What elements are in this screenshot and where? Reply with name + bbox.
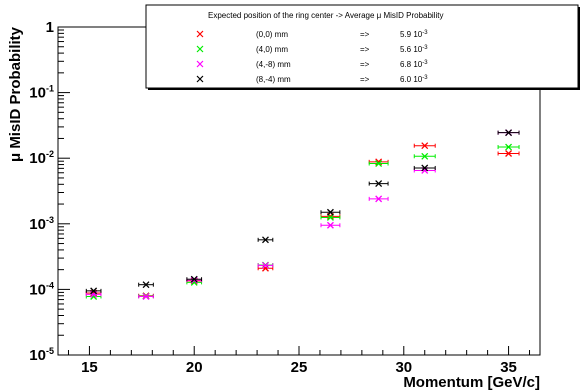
data-point-marker [421, 164, 429, 172]
data-point-marker [262, 236, 269, 244]
data-point-marker [326, 221, 334, 229]
legend-arrow: => [360, 45, 370, 54]
data-point-marker [421, 142, 429, 150]
legend-series-name: (0,0) mm [256, 30, 288, 39]
y-tick-label: 10-4 [29, 280, 54, 298]
x-tick-label: 35 [500, 359, 517, 376]
data-point-marker [505, 129, 513, 137]
series-1 [85, 142, 520, 300]
legend-marker [196, 75, 204, 83]
legend-arrow: => [360, 60, 370, 69]
series-2 [85, 143, 520, 300]
data-point-marker [142, 293, 150, 300]
y-tick-label: 10-3 [29, 215, 54, 233]
data-point-marker [326, 208, 334, 216]
legend-marker [196, 45, 204, 53]
y-tick-label: 10-5 [29, 346, 54, 364]
data-point-marker [262, 261, 269, 269]
series-4 [85, 129, 520, 295]
legend: Expected position of the ring center -> … [145, 4, 580, 90]
data-point-marker [326, 213, 334, 221]
legend-series-name: (4,0) mm [256, 45, 288, 54]
data-point-marker [375, 160, 383, 167]
y-tick-label: 10-2 [29, 149, 54, 167]
legend-marker [196, 60, 204, 68]
data-point-marker [190, 275, 198, 283]
data-point-marker [421, 152, 429, 160]
x-tick-label: 25 [291, 359, 308, 376]
series-3 [85, 129, 520, 300]
x-tick-label: 30 [395, 359, 412, 376]
x-tick-label: 20 [186, 359, 203, 376]
axis-ticks: 15 20 25 30 35 10-5 10-4 10-3 10-2 10-1 1 [29, 19, 531, 376]
legend-average-value: 6.0 10-3 [400, 75, 428, 84]
x-axis-title: Momentum [GeV/c] [403, 374, 540, 390]
y-tick-label: 1 [46, 19, 54, 36]
legend-arrow: => [360, 75, 370, 84]
legend-average-value: 5.9 10-3 [400, 30, 428, 39]
x-tick-label: 15 [81, 359, 98, 376]
y-axis-title: μ MisID Probability [7, 26, 24, 162]
data-point-marker [375, 180, 383, 188]
legend-average-value: 5.6 10-3 [400, 45, 428, 54]
data-point-marker [142, 281, 150, 289]
legend-arrow: => [360, 30, 370, 39]
legend-marker [196, 30, 204, 38]
data-points [85, 129, 520, 300]
data-point-marker [375, 195, 383, 203]
data-point-marker [90, 287, 98, 295]
data-point-marker [505, 143, 513, 151]
legend-average-value: 6.8 10-3 [400, 60, 428, 69]
data-point-marker [190, 276, 198, 284]
legend-series-name: (4,-8) mm [256, 60, 291, 69]
legend-series-name: (8,-4) mm [256, 75, 291, 84]
legend-header: Expected position of the ring center -> … [208, 11, 444, 20]
y-tick-label: 10-1 [29, 84, 54, 102]
legend-box [145, 4, 579, 89]
data-point-marker [421, 167, 429, 174]
data-point-marker [505, 150, 513, 157]
